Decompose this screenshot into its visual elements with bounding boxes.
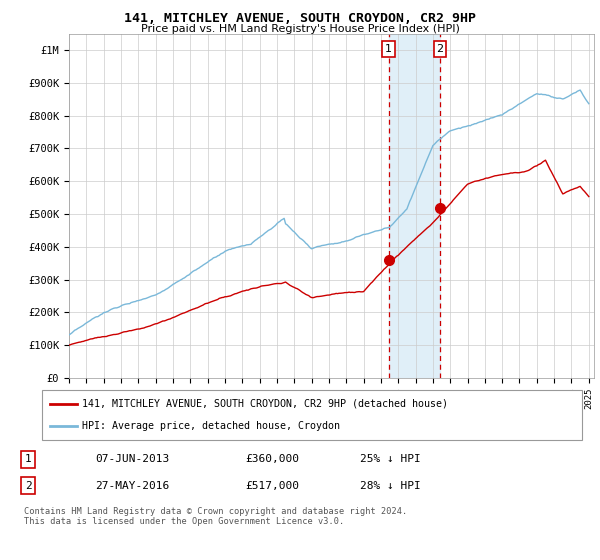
Bar	[389, 34, 440, 378]
Text: 141, MITCHLEY AVENUE, SOUTH CROYDON, CR2 9HP (detached house): 141, MITCHLEY AVENUE, SOUTH CROYDON, CR2…	[83, 399, 449, 409]
Text: HPI: Average price, detached house, Croydon: HPI: Average price, detached house, Croy…	[83, 421, 341, 431]
Text: £360,000: £360,000	[245, 454, 299, 464]
Text: 25% ↓ HPI: 25% ↓ HPI	[360, 454, 421, 464]
Text: 1: 1	[25, 454, 31, 464]
Text: 2: 2	[436, 44, 443, 54]
Text: 28% ↓ HPI: 28% ↓ HPI	[360, 480, 421, 491]
Text: 07-JUN-2013: 07-JUN-2013	[95, 454, 169, 464]
Text: 2: 2	[25, 480, 31, 491]
Text: £517,000: £517,000	[245, 480, 299, 491]
Text: Price paid vs. HM Land Registry's House Price Index (HPI): Price paid vs. HM Land Registry's House …	[140, 24, 460, 34]
Text: 27-MAY-2016: 27-MAY-2016	[95, 480, 169, 491]
Text: Contains HM Land Registry data © Crown copyright and database right 2024.
This d: Contains HM Land Registry data © Crown c…	[24, 507, 407, 526]
Text: 1: 1	[385, 44, 392, 54]
Text: 141, MITCHLEY AVENUE, SOUTH CROYDON, CR2 9HP: 141, MITCHLEY AVENUE, SOUTH CROYDON, CR2…	[124, 12, 476, 25]
